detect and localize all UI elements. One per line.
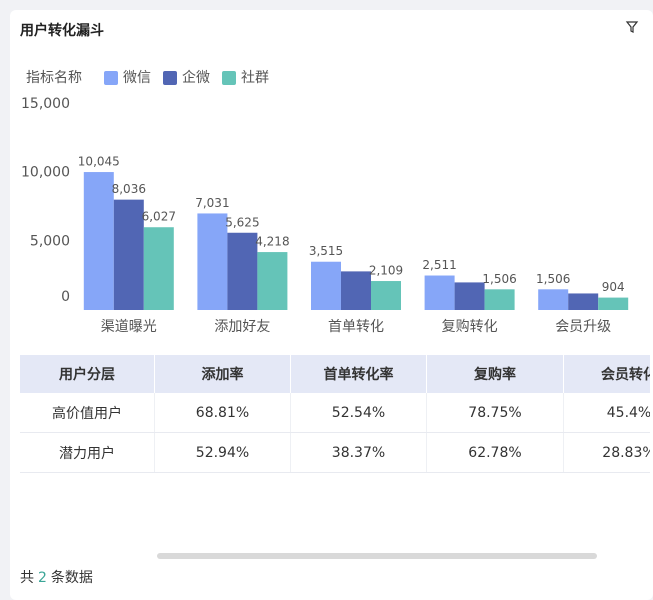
filter-icon[interactable] <box>625 21 639 33</box>
bar <box>454 282 485 310</box>
legend-label: 社群 <box>241 70 269 86</box>
bar <box>83 172 114 310</box>
bar <box>257 252 288 310</box>
table-cell: 38.37% <box>290 432 427 473</box>
bar <box>113 199 144 310</box>
x-tick-label: 添加好友 <box>214 319 270 335</box>
table-cell: 高价值用户 <box>20 393 155 433</box>
header-cell: 添加率 <box>154 355 291 393</box>
table-row: 高价值用户 68.81% 52.54% 78.75% 45.4% <box>20 393 650 433</box>
bar <box>143 227 174 310</box>
card: 用户转化漏斗 指标名称 微信 企微 社群 0 5,000 10,000 15,000 渠道曝光… <box>10 10 653 600</box>
value-label: 5,625 <box>225 215 259 229</box>
bar <box>424 275 455 310</box>
value-label: 8,036 <box>112 182 146 196</box>
table-cell: 68.81% <box>154 393 291 433</box>
table-cell: 62.78% <box>426 432 564 473</box>
y-tick-label: 0 <box>61 289 70 305</box>
header-cell: 用户分层 <box>20 355 155 393</box>
header-cell: 会员转化 <box>563 355 650 393</box>
card-title: 用户转化漏斗 <box>20 23 104 39</box>
legend-swatch <box>222 71 236 85</box>
table-cell: 52.54% <box>290 393 427 433</box>
table-cell: 45.4% <box>563 393 650 433</box>
legend-title: 指标名称 <box>26 70 82 86</box>
bar <box>371 281 401 310</box>
legend-label: 企微 <box>182 69 210 86</box>
scrollbar[interactable] <box>157 553 597 559</box>
y-tick-label: 5,000 <box>30 233 70 249</box>
header-cell: 复购率 <box>426 355 564 393</box>
y-tick-label: 10,000 <box>21 165 70 181</box>
value-label: 2,109 <box>369 264 403 278</box>
bar <box>197 213 228 310</box>
footer-suffix: 条数据 <box>50 570 93 586</box>
value-label: 1,506 <box>536 272 570 286</box>
footer-prefix: 共 <box>20 570 34 586</box>
bar <box>341 271 371 310</box>
value-label: 10,045 <box>78 155 120 169</box>
chart: 指标名称 微信 企微 社群 0 5,000 10,000 15,000 渠道曝光 10,045 8… <box>21 21 639 335</box>
value-label: 7,031 <box>195 196 229 210</box>
bar <box>227 232 258 310</box>
header-row: 用户分层添加率首单转化率复购率会员转化 <box>20 355 650 393</box>
legend-swatch <box>163 71 177 85</box>
footer: 共 2 条数据 <box>20 567 93 587</box>
bar <box>484 289 515 310</box>
x-tick-label: 会员升级 <box>555 319 611 335</box>
value-label: 2,511 <box>422 258 456 272</box>
y-tick-label: 15,000 <box>21 96 70 112</box>
table: 用户分层添加率首单转化率复购率会员转化高价值用户68.81%52.54%78.7… <box>20 355 650 473</box>
value-label: 3,515 <box>309 244 343 258</box>
value-label: 6,027 <box>142 210 176 224</box>
x-tick-label: 首单转化 <box>328 319 384 335</box>
legend-swatch <box>104 71 118 85</box>
table-cell: 78.75% <box>426 393 564 433</box>
table-cell: 潜力用户 <box>20 432 155 473</box>
header-cell: 首单转化率 <box>290 355 427 393</box>
value-label: 4,218 <box>255 235 289 249</box>
table-cell: 52.94% <box>154 432 291 473</box>
filter-shape <box>625 21 639 33</box>
bar <box>538 289 569 310</box>
x-tick-label: 渠道曝光 <box>101 319 157 335</box>
value-label: 1,506 <box>482 272 516 286</box>
x-tick-label: 复购转化 <box>442 318 498 335</box>
table-cell: 28.83% <box>563 432 650 473</box>
table-wrap: 用户分层添加率首单转化率复购率会员转化高价值用户68.81%52.54%78.7… <box>20 355 650 473</box>
bar <box>598 297 629 310</box>
footer-count: 2 <box>38 570 47 586</box>
bar <box>311 261 341 310</box>
value-label: 904 <box>602 280 625 294</box>
legend-label: 微信 <box>123 70 151 86</box>
bar <box>568 293 599 310</box>
